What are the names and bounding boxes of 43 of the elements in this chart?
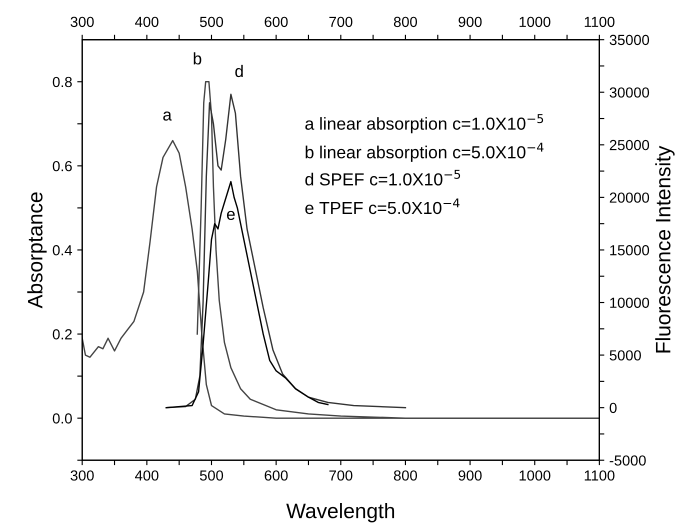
x-tick-label: 600 — [264, 470, 288, 481]
annotation: d SPEF c=1.0X10$^{−5}$ — [305, 170, 460, 186]
y-tick-label: 0.2 — [52, 329, 72, 340]
x-tick-label: 400 — [135, 470, 158, 481]
x-axis-title: Wavelength — [286, 502, 394, 522]
series-label: b — [194, 52, 202, 65]
x2-tick-label: 900 — [458, 16, 482, 28]
y2-tick-label: 10000 — [610, 298, 650, 308]
x-tick-label: 900 — [458, 470, 482, 481]
x-tick-label: 500 — [200, 470, 224, 481]
x-tick-label: 300 — [70, 470, 94, 481]
y2-tick-label: -5000 — [610, 455, 646, 466]
x2-tick-label: 400 — [135, 16, 158, 28]
y2-tick-label: 25000 — [610, 140, 650, 150]
y2-tick-label: 35000 — [610, 34, 650, 46]
x2-tick-label: 1100 — [584, 16, 614, 28]
x-tick-label: 800 — [394, 470, 418, 481]
x-tick-label: 1000 — [520, 470, 550, 481]
x-tick-label: 700 — [329, 470, 352, 481]
x-tick-label: 1100 — [584, 470, 614, 481]
y-tick-label: 0.0 — [52, 413, 72, 424]
y2-tick-label: 0 — [610, 402, 617, 414]
y-tick-label: 0.4 — [52, 245, 72, 256]
x2-tick-label: 700 — [329, 16, 352, 28]
y-tick-label: 0.8 — [52, 76, 72, 88]
y2-tick-label: 20000 — [610, 192, 650, 203]
x2-tick-label: 800 — [394, 16, 418, 28]
annotation: b linear absorption c=5.0X10$^{−4}$ — [306, 142, 544, 162]
x2-tick-label: 1000 — [520, 16, 550, 28]
y-tick-label: 0.6 — [52, 160, 72, 172]
annotation: e TPEF c=5.0X10$^{−4}$ — [305, 198, 460, 214]
series-label: d — [235, 64, 243, 78]
x2-tick-label: 500 — [200, 16, 224, 28]
x2-tick-label: 300 — [70, 16, 94, 28]
x2-tick-label: 600 — [264, 16, 288, 28]
y-axis-title: Absorptance — [27, 192, 47, 308]
annotation: a linear absorption c=1.0X10$^{−5}$ — [305, 114, 544, 134]
y2-tick-label: 30000 — [610, 87, 650, 98]
y2-tick-label: 5000 — [610, 350, 641, 361]
y2-axis-title: Fluorescence Intensity — [655, 146, 675, 352]
y2-tick-label: 15000 — [610, 245, 650, 256]
series-label: a — [163, 112, 172, 121]
series-label: e — [226, 210, 235, 220]
